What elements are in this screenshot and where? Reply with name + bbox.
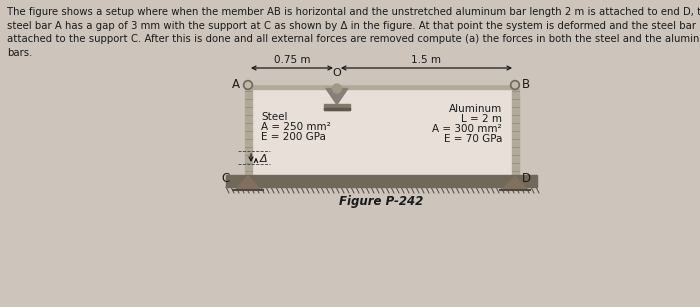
Circle shape bbox=[510, 80, 519, 90]
Text: The figure shows a setup where when the member AB is horizontal and the unstretc: The figure shows a setup where when the … bbox=[7, 7, 700, 58]
Text: O: O bbox=[332, 68, 342, 78]
Bar bbox=[226, 175, 537, 187]
Text: C: C bbox=[222, 172, 230, 185]
Polygon shape bbox=[326, 88, 348, 104]
Bar bbox=[246, 81, 517, 84]
Bar bbox=[324, 107, 350, 110]
Bar bbox=[246, 81, 517, 88]
Polygon shape bbox=[235, 176, 261, 190]
Text: Δ: Δ bbox=[260, 154, 267, 164]
Text: A = 250 mm²: A = 250 mm² bbox=[261, 122, 330, 132]
Circle shape bbox=[512, 82, 518, 88]
Text: Figure P-242: Figure P-242 bbox=[340, 195, 424, 208]
Circle shape bbox=[332, 84, 342, 93]
Bar bbox=[248, 85, 515, 177]
Text: Aluminum: Aluminum bbox=[449, 104, 502, 114]
Text: A = 300 mm²: A = 300 mm² bbox=[433, 124, 502, 134]
Text: 0.75 m: 0.75 m bbox=[274, 55, 311, 65]
Circle shape bbox=[244, 80, 253, 90]
Text: E = 70 GPa: E = 70 GPa bbox=[444, 134, 502, 144]
Text: L = 2 m: L = 2 m bbox=[461, 114, 502, 124]
Text: D: D bbox=[522, 172, 531, 185]
Text: A: A bbox=[232, 77, 240, 91]
Text: B: B bbox=[522, 77, 530, 91]
Polygon shape bbox=[502, 176, 528, 190]
Text: 1.5 m: 1.5 m bbox=[411, 55, 441, 65]
Bar bbox=[324, 103, 350, 110]
Bar bbox=[244, 88, 251, 175]
Text: E = 200 GPa: E = 200 GPa bbox=[261, 132, 326, 142]
Circle shape bbox=[245, 82, 251, 88]
Bar bbox=[512, 88, 519, 175]
Text: Steel: Steel bbox=[261, 112, 288, 122]
